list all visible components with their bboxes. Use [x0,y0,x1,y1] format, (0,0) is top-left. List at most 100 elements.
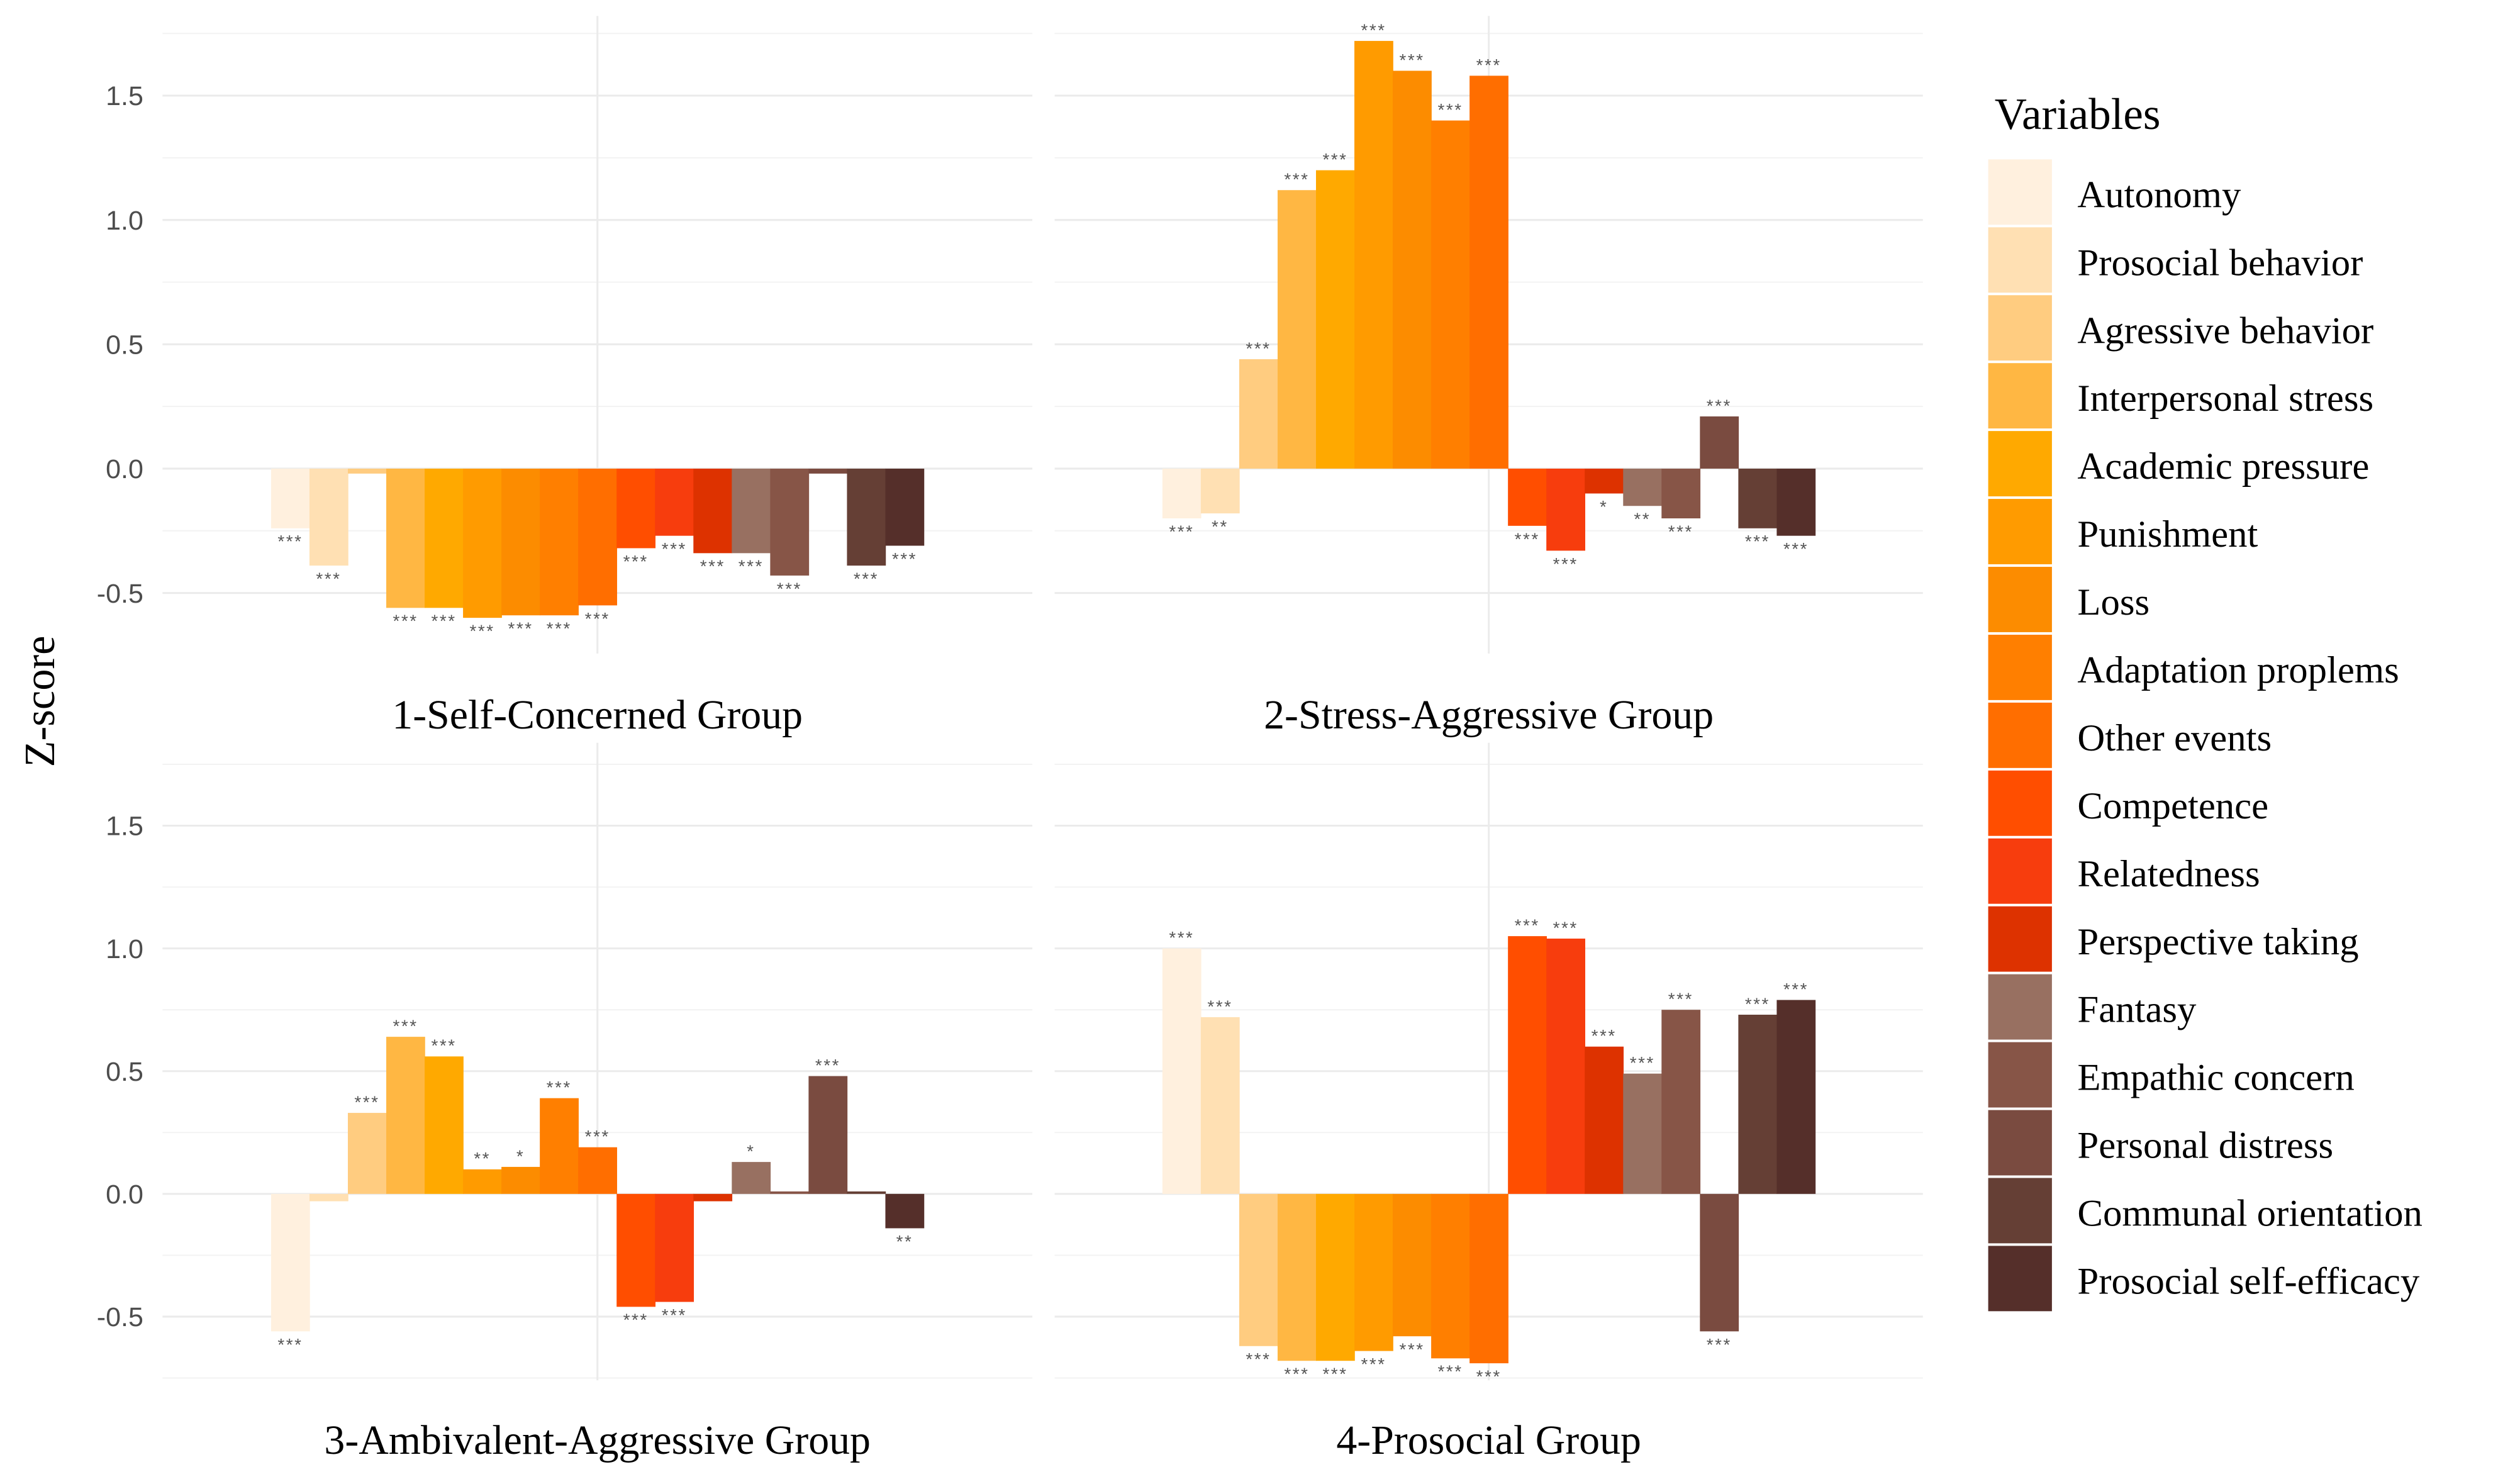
significance-label: *** [1783,539,1809,559]
bar-academic-pressure [1315,170,1355,469]
y-tick-label: 0.5 [106,1057,143,1087]
bar-fantasy [1623,468,1663,506]
bar-personal-distress [808,1076,848,1194]
significance-label: *** [1169,522,1194,541]
legend-swatch [1988,770,2052,836]
bar-perspective-taking [1585,1046,1624,1194]
bar-relatedness [655,468,694,536]
bar-punishment [1354,1193,1393,1351]
significance-label: *** [1361,20,1386,40]
legend-item: Prosocial behavior [1988,227,2363,293]
y-tick-label: -0.5 [97,579,143,609]
bar-interpersonal-stress [386,1037,425,1194]
bar-adaptation-proplems [1431,1193,1470,1359]
significance-label: *** [815,1056,840,1075]
legend-label: Academic pressure [2077,445,2369,488]
significance-label: *** [1322,150,1347,169]
legend-item: Punishment [1988,499,2258,564]
legend-swatch [1988,295,2052,361]
bar-agressive-behavior [1239,1193,1278,1346]
bar-agressive-behavior [347,468,387,474]
significance-label: ** [474,1149,491,1168]
legend-swatch [1988,567,2052,632]
significance-label: *** [432,1036,457,1056]
bar-adaptation-proplems [540,1098,579,1194]
significance-label: *** [1400,50,1425,70]
significance-label: *** [1361,1354,1386,1374]
bar-empathic-concern [770,468,810,576]
bar-prosocial-behavior [309,468,348,566]
bar-prosocial-self-efficacy [885,1193,925,1229]
bar-fantasy [1623,1073,1663,1194]
legend-label: Prosocial self-efficacy [2077,1260,2419,1302]
legend-label: Relatedness [2077,853,2260,895]
significance-label: *** [1592,1026,1617,1046]
legend-item: Academic pressure [1988,431,2369,497]
significance-label: *** [777,579,802,598]
significance-label: *** [1553,554,1578,574]
significance-label: *** [739,557,764,576]
significance-label: *** [432,611,457,631]
significance-label: *** [1707,396,1732,415]
legend-label: Autonomy [2077,174,2241,216]
significance-label: *** [1284,1364,1309,1384]
panel-title: 3-Ambivalent-Aggressive Group [324,1417,871,1463]
legend-swatch [1988,906,2052,972]
bar-perspective-taking [1585,468,1624,494]
bar-perspective-taking [693,1193,733,1202]
legend-label: Communal orientation [2077,1193,2422,1235]
bar-other-events [1469,75,1508,469]
significance-label: *** [393,611,418,631]
legend-item: Communal orientation [1988,1178,2423,1244]
bar-relatedness [655,1193,694,1302]
significance-label: *** [277,532,303,551]
bar-other-events [578,1147,617,1194]
legend-item: Perspective taking [1988,906,2359,972]
bar-other-events [578,468,617,606]
significance-label: *** [1438,1362,1463,1381]
bar-autonomy [1162,948,1202,1194]
bar-adaptation-proplems [540,468,579,616]
bar-loss [1393,1193,1432,1337]
legend-item: Prosocial self-efficacy [1988,1246,2420,1312]
significance-label: *** [508,619,533,639]
legend-item: Interpersonal stress [1988,363,2373,429]
bar-personal-distress [1700,1193,1739,1332]
legend-swatch [1988,431,2052,497]
bar-relatedness [1546,468,1585,551]
bar-prosocial-self-efficacy [1776,468,1816,536]
significance-label: *** [1207,996,1232,1016]
bar-competence [1508,468,1547,526]
legend-item: Adaptation proplems [1988,634,2399,700]
bar-academic-pressure [425,1056,464,1194]
bar-competence [616,468,656,549]
significance-label: *** [585,1127,610,1146]
significance-label: *** [1400,1340,1425,1359]
bar-competence [616,1193,656,1307]
bar-interpersonal-stress [386,468,425,608]
legend-item: Fantasy [1988,974,2197,1040]
significance-label: *** [393,1016,418,1035]
significance-label: * [1600,497,1608,516]
legend-label: Fantasy [2077,989,2197,1031]
bar-communal-orientation [847,468,886,566]
significance-label: *** [1515,916,1540,935]
significance-label: *** [1668,990,1693,1009]
significance-label: *** [277,1335,303,1354]
legend-item: Agressive behavior [1988,295,2373,361]
significance-label: *** [1630,1053,1655,1073]
bar-prosocial-self-efficacy [885,468,925,546]
bar-prosocial-behavior [1200,1017,1240,1194]
bar-empathic-concern [770,1191,810,1194]
bar-punishment [463,468,502,618]
bar-punishment [1354,41,1393,469]
legend-swatch [1988,1178,2052,1244]
significance-label: *** [1707,1335,1732,1354]
significance-label: *** [1553,918,1578,937]
legend-item: Personal distress [1988,1110,2333,1176]
legend-swatch [1988,702,2052,768]
significance-label: *** [1438,100,1463,120]
legend-label: Agressive behavior [2077,310,2373,352]
significance-label: *** [1745,532,1770,551]
significance-label: *** [1476,55,1502,75]
